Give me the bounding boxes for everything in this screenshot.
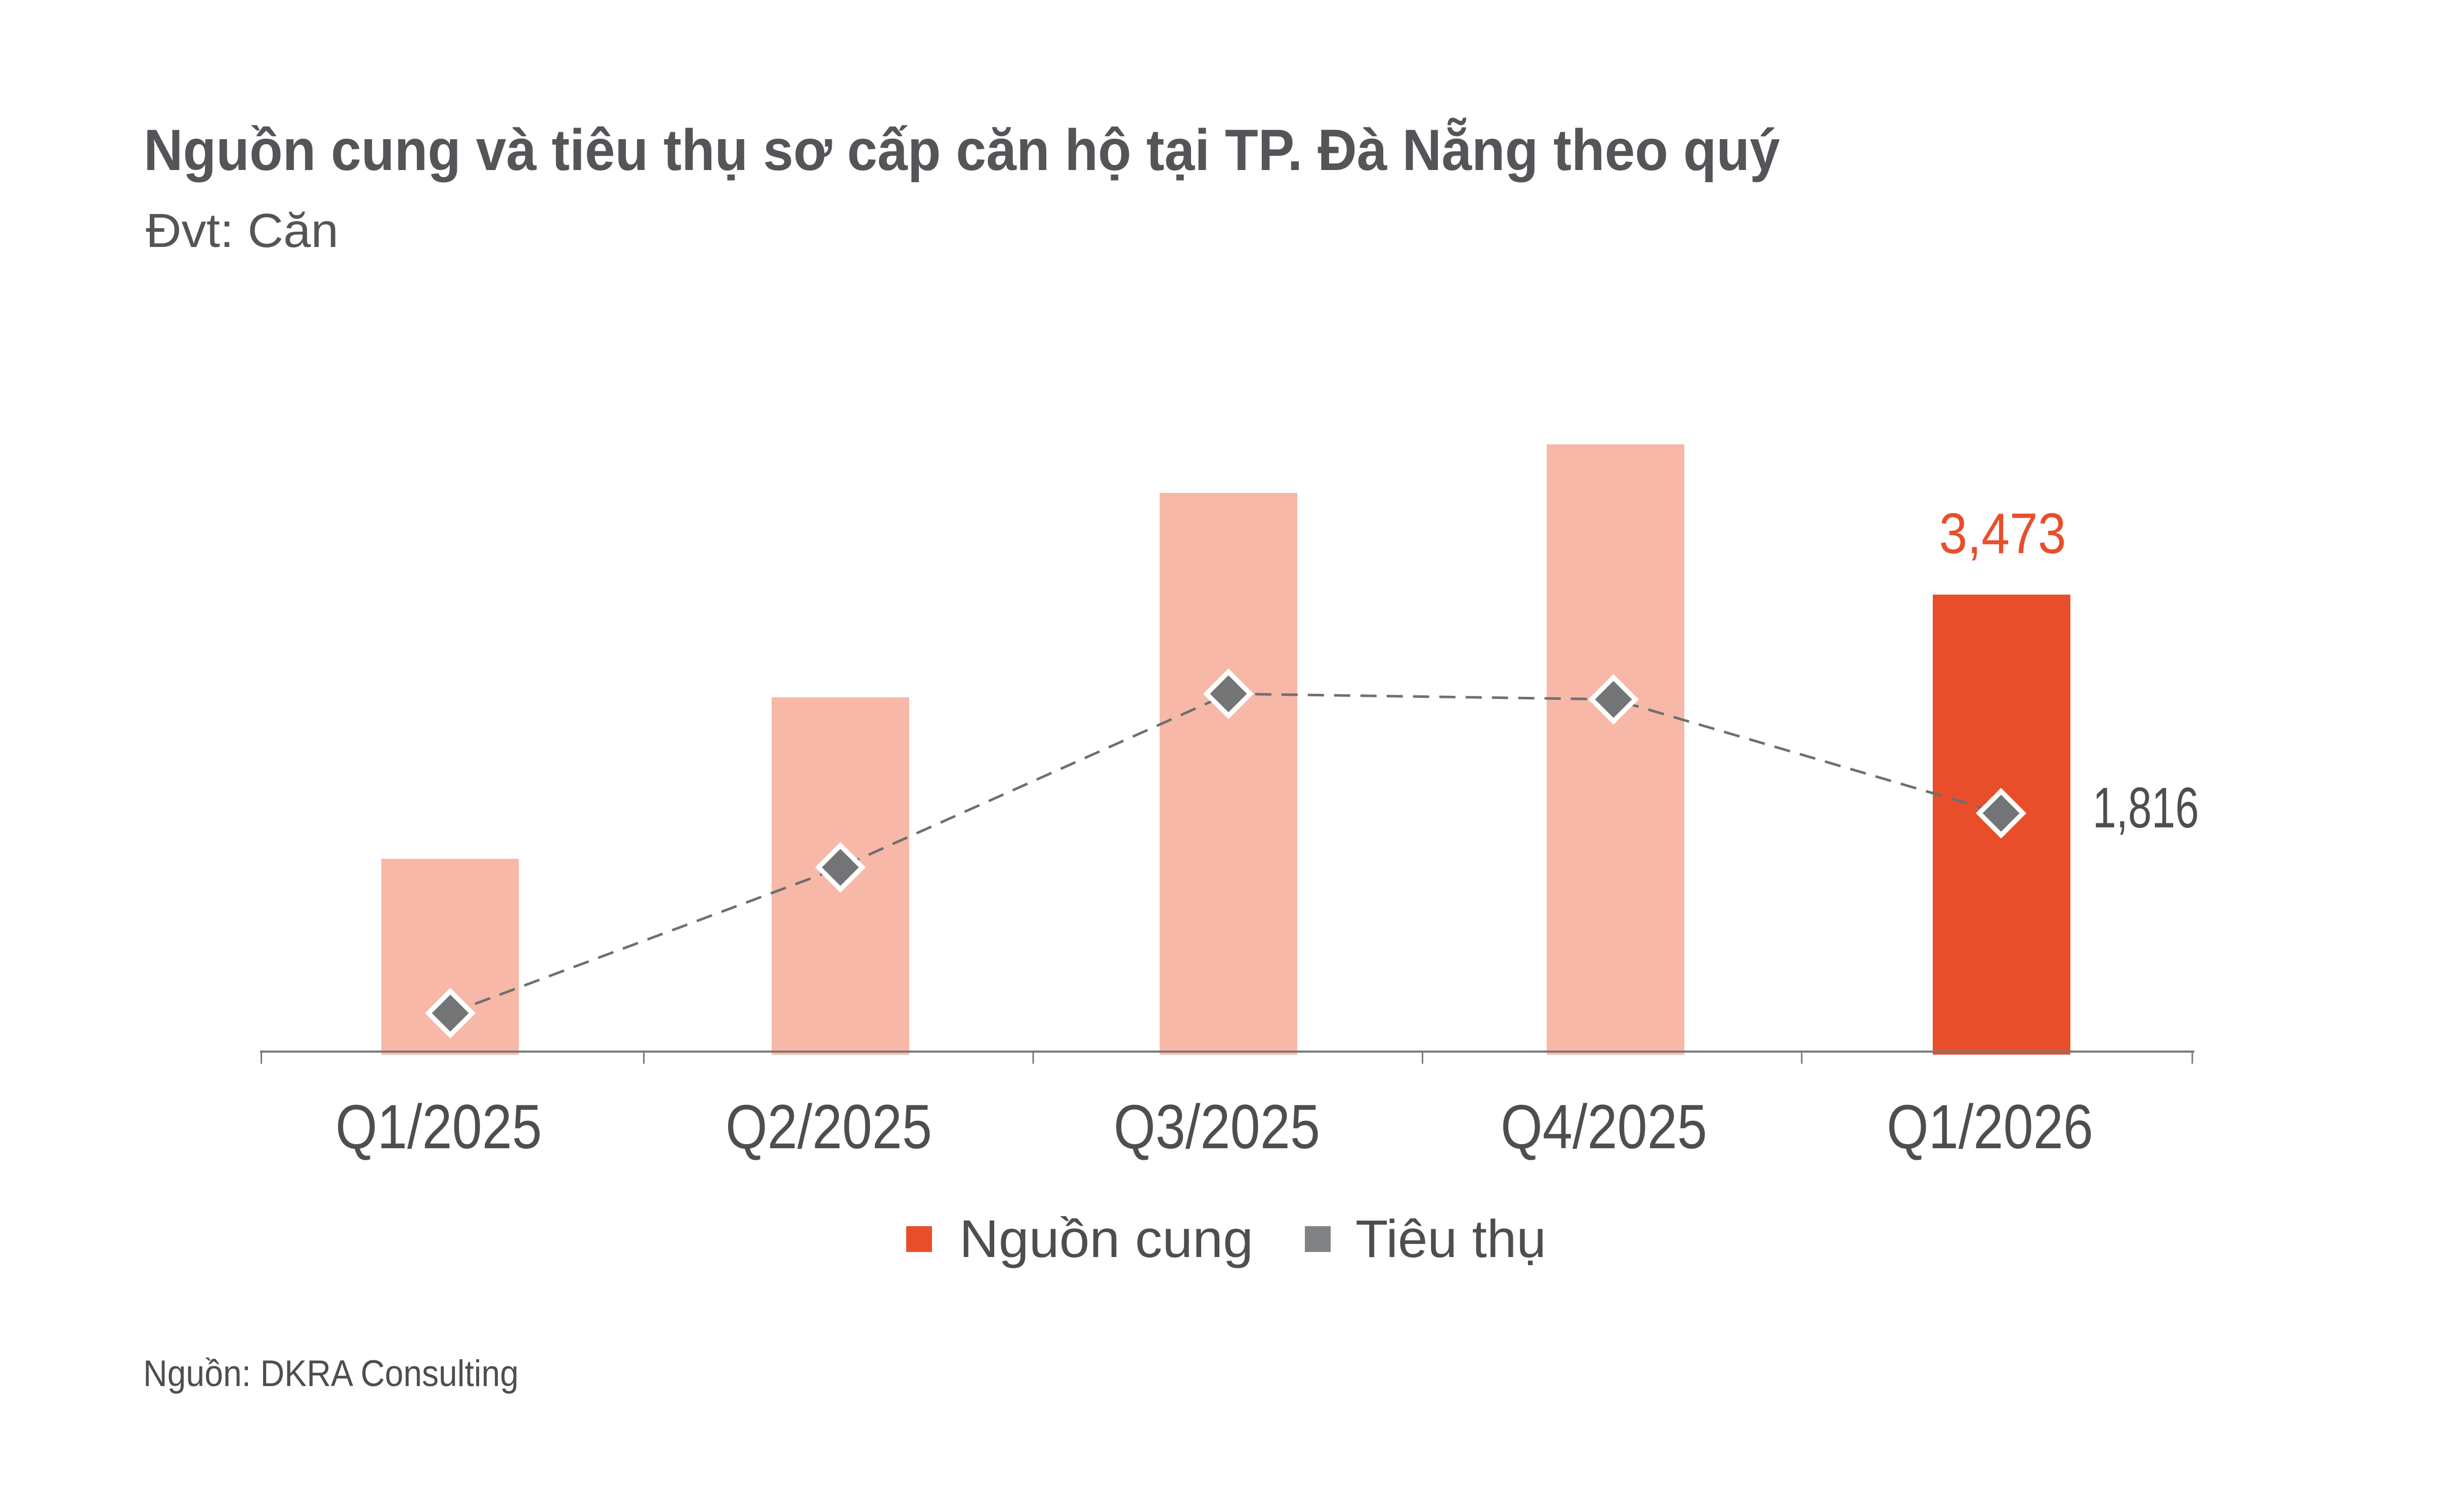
svg-text:Tiêu thụ: Tiêu thụ <box>1355 1209 1546 1269</box>
svg-text:Q1/2026: Q1/2026 <box>1887 1093 2093 1162</box>
svg-text:Nguồn cung: Nguồn cung <box>959 1209 1253 1269</box>
svg-text:Nguồn cung và tiêu thụ sơ cấp: Nguồn cung và tiêu thụ sơ cấp căn hộ tại… <box>144 117 1780 183</box>
svg-text:3,473: 3,473 <box>1939 501 2066 565</box>
svg-text:Q3/2025: Q3/2025 <box>1114 1093 1320 1162</box>
svg-text:Nguồn: DKRA Consulting: Nguồn: DKRA Consulting <box>143 1353 519 1394</box>
svg-text:Q2/2025: Q2/2025 <box>726 1093 932 1162</box>
svg-text:Q1/2025: Q1/2025 <box>335 1093 542 1162</box>
svg-text:Q4/2025: Q4/2025 <box>1501 1093 1707 1162</box>
svg-text:Đvt: Căn: Đvt: Căn <box>146 204 338 258</box>
svg-text:1,816: 1,816 <box>2093 776 2199 840</box>
